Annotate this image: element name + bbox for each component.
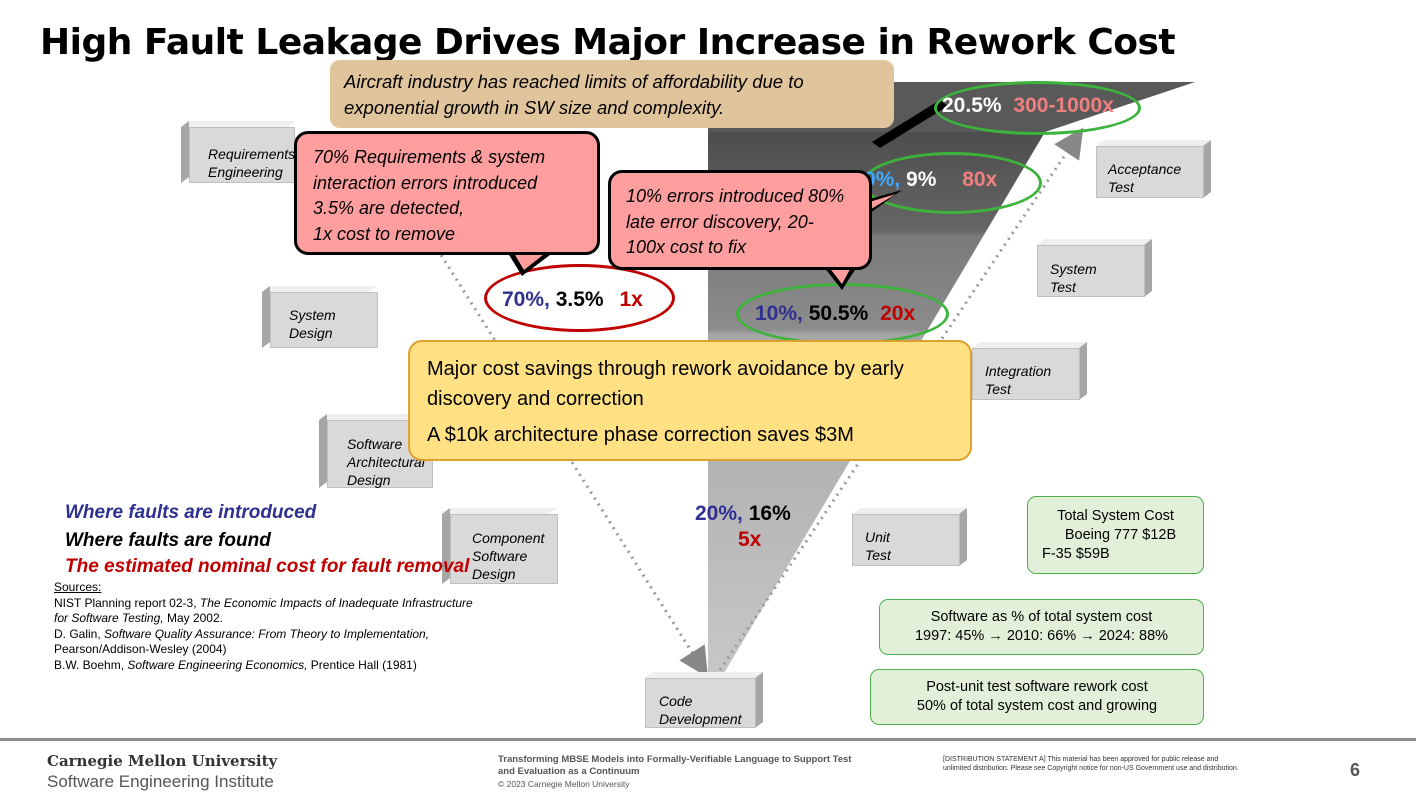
phase-code-development: Code Development bbox=[645, 672, 763, 728]
legend-found: Where faults are found bbox=[65, 530, 271, 551]
callout-late-errors: 10% errors introduced 80% late error dis… bbox=[608, 170, 872, 270]
sources: Sources: NIST Planning report 02-3, The … bbox=[54, 580, 473, 672]
phase-acceptance-test: Acceptance Test bbox=[1096, 140, 1211, 198]
rework-cost-box: Post-unit test software rework cost 50% … bbox=[870, 669, 1204, 725]
footer-talk: Transforming MBSE Models into Formally-V… bbox=[498, 754, 852, 789]
page-title: High Fault Leakage Drives Major Increase… bbox=[40, 22, 1176, 63]
ascent-arrow bbox=[718, 127, 1084, 671]
phase-system-test: System Test bbox=[1037, 239, 1152, 297]
metric-code: 20%, 16% 5x bbox=[695, 502, 791, 551]
phase-component-software-design: Component Software Design bbox=[442, 508, 558, 584]
metric-ellipse-requirements bbox=[484, 264, 675, 332]
metric-architecture: 10%, 50.5% 20x bbox=[755, 302, 916, 325]
legend-introduced: Where faults are introduced bbox=[65, 502, 317, 523]
page-number: 6 bbox=[1350, 760, 1361, 780]
phase-integration-test: Integration Test bbox=[972, 342, 1087, 400]
metric-requirements: 70%, 3.5% 1x bbox=[502, 288, 643, 311]
phase-requirements-engineering: Requirements Engineering bbox=[181, 121, 296, 183]
legend-cost: The estimated nominal cost for fault rem… bbox=[65, 556, 470, 577]
footer-divider bbox=[0, 738, 1416, 741]
phase-unit-test: Unit Test bbox=[852, 508, 967, 566]
footer-distribution: [DISTRIBUTION STATEMENT A] This material… bbox=[943, 756, 1239, 772]
software-pct-box: Software as % of total system cost 1997:… bbox=[879, 599, 1204, 655]
metric-system-test: 0%, 9% 80x bbox=[864, 168, 998, 191]
callout-requirements-errors: 70% Requirements & system interaction er… bbox=[294, 131, 600, 255]
metric-ellipse-acceptance bbox=[934, 81, 1141, 135]
metric-acceptance: 20.5% 300-1000x bbox=[942, 94, 1114, 117]
total-system-cost-box: Total System Cost Boeing 777 $12B F-35 $… bbox=[1027, 496, 1204, 574]
footer-org: Carnegie Mellon University Software Engi… bbox=[47, 752, 278, 791]
callout-affordability: Aircraft industry has reached limits of … bbox=[330, 60, 894, 128]
callout-cost-savings: Major cost savings through rework avoida… bbox=[408, 340, 972, 461]
phase-system-design: System Design bbox=[262, 286, 378, 348]
